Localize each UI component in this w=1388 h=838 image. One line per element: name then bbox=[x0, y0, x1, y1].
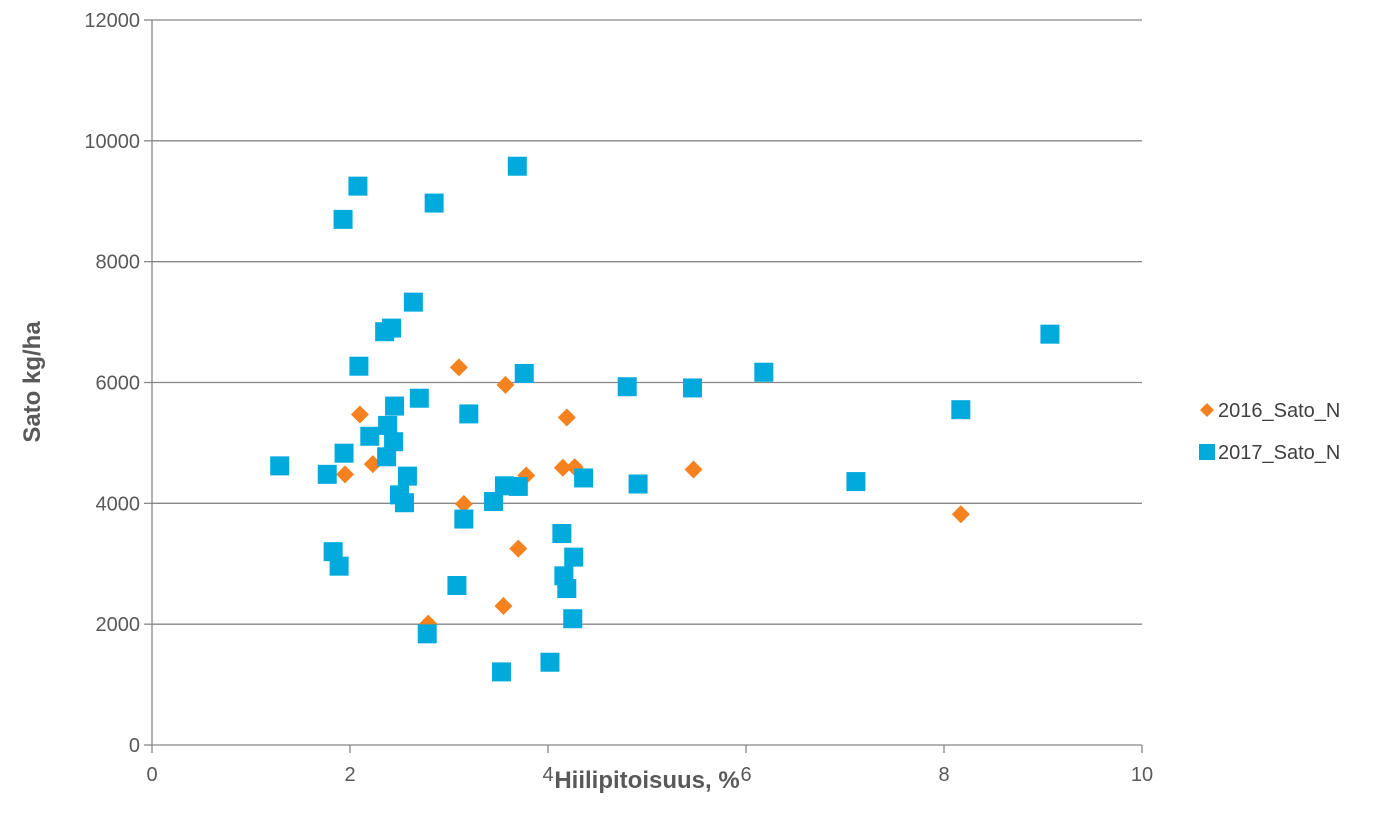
y-tick-label: 12000 bbox=[84, 10, 140, 32]
point-2017 bbox=[951, 400, 971, 420]
legend-label: 2017_Sato_N bbox=[1218, 442, 1340, 464]
point-2017 bbox=[403, 292, 423, 312]
point-2017 bbox=[360, 426, 380, 446]
x-tick-label: 4 bbox=[542, 764, 553, 786]
y-tick-label: 0 bbox=[129, 735, 140, 757]
point-2016 bbox=[350, 405, 369, 424]
point-2017 bbox=[754, 362, 774, 382]
point-2017 bbox=[484, 492, 504, 512]
x-tick-label: 0 bbox=[146, 764, 157, 786]
gridlines bbox=[152, 19, 1142, 625]
series-2017_Sato_N bbox=[270, 156, 1060, 682]
point-2017 bbox=[409, 388, 429, 408]
point-2017 bbox=[507, 156, 527, 176]
y-tick-label: 2000 bbox=[96, 614, 141, 636]
x-tick-label: 2 bbox=[344, 764, 355, 786]
point-2017 bbox=[454, 509, 474, 529]
point-2017 bbox=[397, 466, 417, 486]
y-tick-label: 8000 bbox=[96, 252, 141, 274]
legend-marker bbox=[1199, 444, 1215, 460]
point-2017 bbox=[348, 176, 368, 196]
point-2017 bbox=[617, 377, 637, 397]
point-2016 bbox=[951, 505, 970, 524]
point-2016 bbox=[454, 494, 473, 513]
point-2017 bbox=[683, 378, 703, 398]
point-2017 bbox=[540, 652, 560, 672]
point-2017 bbox=[317, 464, 337, 484]
point-2016 bbox=[494, 597, 513, 616]
point-2017 bbox=[378, 415, 398, 435]
series-2016_Sato_N bbox=[336, 358, 970, 633]
point-2017 bbox=[628, 474, 648, 494]
point-2017 bbox=[334, 443, 354, 463]
point-2016 bbox=[336, 465, 355, 484]
y-tick-label: 6000 bbox=[96, 373, 141, 395]
point-2017 bbox=[329, 556, 349, 576]
point-2017 bbox=[377, 447, 397, 467]
point-2016 bbox=[496, 375, 515, 394]
point-2017 bbox=[564, 547, 584, 567]
y-tick-label: 4000 bbox=[96, 493, 141, 515]
point-2017 bbox=[563, 609, 583, 629]
point-2016 bbox=[684, 460, 703, 479]
point-2017 bbox=[424, 193, 444, 213]
point-2017 bbox=[491, 662, 511, 682]
x-tick-label: 8 bbox=[938, 764, 949, 786]
point-2016 bbox=[557, 408, 576, 427]
point-2017 bbox=[270, 456, 290, 476]
y-axis-title: Sato kg/ha bbox=[19, 321, 46, 443]
axes: 0 2000 4000 6000 8000 10000 12000 0 2 4 6 8 10 bbox=[84, 10, 1153, 786]
point-2016 bbox=[509, 539, 528, 558]
point-2016 bbox=[553, 458, 572, 477]
y-tick-label: 10000 bbox=[84, 131, 140, 153]
point-2017 bbox=[349, 356, 369, 376]
point-2017 bbox=[382, 318, 402, 338]
legend-label: 2016_Sato_N bbox=[1218, 400, 1340, 422]
point-2017 bbox=[333, 209, 353, 229]
point-2017 bbox=[323, 542, 343, 562]
point-2016 bbox=[449, 358, 468, 377]
x-axis-title: Hiilipitoisuus, % bbox=[554, 767, 739, 794]
x-tick-label: 6 bbox=[740, 764, 751, 786]
point-2017 bbox=[508, 476, 528, 496]
point-2017 bbox=[552, 524, 572, 544]
point-2017 bbox=[846, 472, 866, 492]
point-2017 bbox=[459, 404, 479, 424]
point-2017 bbox=[557, 579, 577, 599]
legend: 2016_Sato_N 2017_Sato_N bbox=[1199, 400, 1340, 464]
point-2017 bbox=[1040, 324, 1060, 344]
point-2017 bbox=[447, 576, 467, 595]
point-2017 bbox=[417, 624, 437, 644]
point-2017 bbox=[514, 363, 534, 383]
point-2017 bbox=[394, 493, 414, 513]
point-2017 bbox=[574, 468, 594, 488]
legend-marker bbox=[1200, 403, 1214, 417]
data-points bbox=[270, 156, 1060, 682]
point-2017 bbox=[384, 432, 404, 452]
point-2017 bbox=[385, 396, 405, 416]
x-tick-label: 10 bbox=[1131, 764, 1153, 786]
